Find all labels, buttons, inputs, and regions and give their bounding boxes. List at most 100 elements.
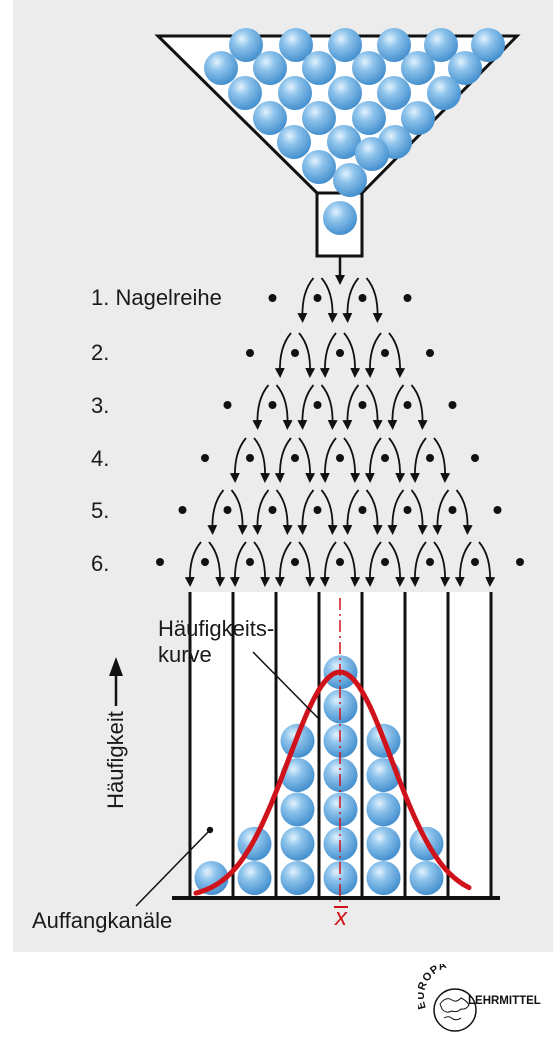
deflection-arrow-right (275, 384, 293, 430)
collected-ball (323, 689, 358, 724)
nail (403, 401, 412, 409)
curve-label-line1: Häufigkeits- (158, 616, 275, 641)
hopper-ball (333, 163, 367, 197)
deflection-arrow-right (208, 541, 226, 587)
falling-ball (323, 201, 357, 235)
nail (426, 558, 434, 566)
hopper-ball (401, 51, 435, 85)
hopper-ball (302, 101, 336, 135)
deflection-arrow-right (298, 541, 316, 587)
curve-label-leader (252, 651, 319, 719)
hopper-ball (204, 51, 238, 85)
deflection-arrow-right (388, 437, 406, 483)
nail (313, 401, 322, 409)
nail-row-label-4: 4. (91, 446, 110, 471)
deflection-arrow-right (478, 541, 496, 587)
hopper-ball (448, 51, 482, 85)
deflection-arrow-right (365, 277, 383, 323)
deflection-arrow-left (342, 489, 360, 535)
deflection-arrow-left (274, 437, 292, 483)
hopper-ball (352, 51, 386, 85)
collected-ball (194, 861, 229, 895)
deflection-arrow-right (388, 332, 406, 378)
channels-label-leader (135, 829, 211, 907)
curve-label-line2: kurve (158, 642, 212, 667)
hopper-balls (204, 28, 505, 197)
nail (426, 454, 434, 462)
hopper-ball (377, 28, 411, 62)
collected-ball (280, 861, 315, 895)
hopper-ball (302, 150, 336, 184)
deflection-arrow-right (320, 277, 338, 323)
deflection-arrow-right (365, 489, 383, 535)
nail-row-label-3: 3. (91, 393, 110, 418)
channels-label-dot (206, 826, 214, 834)
deflection-arrow-left (297, 384, 315, 430)
deflection-arrow-left (252, 489, 270, 535)
nail (178, 506, 187, 514)
deflection-arrow-left (319, 437, 337, 483)
collected-ball (366, 792, 401, 827)
hopper-ball (424, 28, 458, 62)
deflection-arrow-left (387, 384, 405, 430)
nail (336, 349, 344, 357)
nail (426, 349, 434, 357)
hopper-ball (401, 101, 435, 135)
nail (291, 349, 299, 357)
nail (493, 506, 502, 514)
deflection-arrow-right (343, 332, 361, 378)
nail (201, 454, 209, 462)
nail (516, 558, 524, 566)
deflection-arrow-right (343, 541, 361, 587)
nail (448, 506, 457, 514)
deflection-arrow-left (319, 332, 337, 378)
nail (358, 401, 367, 409)
logo-text-bottom: LEHRMITTEL (468, 995, 541, 1007)
deflection-arrow-right (230, 489, 248, 535)
deflection-arrow-left (297, 277, 315, 323)
nail-row-label-1: 1. Nagelreihe (91, 285, 222, 310)
deflection-arrow-right (298, 332, 316, 378)
hopper-ball (277, 125, 311, 159)
deflection-arrow-left (229, 437, 247, 483)
deflection-arrow-right (455, 489, 473, 535)
hopper-ball (228, 76, 262, 110)
nail (313, 294, 322, 302)
nail (223, 401, 232, 409)
deflection-arrow-right (320, 489, 338, 535)
nail (381, 454, 389, 462)
deflection-arrow-right (410, 489, 428, 535)
nail (381, 558, 389, 566)
nail-row-label-2: 2. (91, 340, 110, 365)
deflection-arrow-left (297, 489, 315, 535)
deflection-arrow-left (387, 489, 405, 535)
collected-ball (366, 826, 401, 861)
nail (291, 454, 299, 462)
nail (223, 506, 232, 514)
collected-ball (280, 826, 315, 861)
deflection-arrows (184, 277, 496, 587)
hopper-ball (279, 28, 313, 62)
hopper-ball (471, 28, 505, 62)
hopper-ball (327, 125, 361, 159)
nail (313, 506, 322, 514)
deflection-arrow-right (410, 384, 428, 430)
europa-lehrmittel-logo: EUROPA LEHRMITTEL (418, 964, 541, 1032)
nail (268, 294, 277, 302)
deflection-arrow-left (409, 437, 427, 483)
nail (291, 558, 299, 566)
frequency-axis-arrow (109, 657, 123, 706)
nail (201, 558, 209, 566)
deflection-arrow-right (388, 541, 406, 587)
deflection-arrow-left (229, 541, 247, 587)
nail-row-label-6: 6. (91, 551, 110, 576)
nail (246, 349, 254, 357)
nail (268, 506, 277, 514)
collected-ball (280, 758, 315, 793)
deflection-arrow-left (319, 541, 337, 587)
nail (358, 294, 367, 302)
deflection-arrow-left (274, 541, 292, 587)
nail-row-label-5: 5. (91, 498, 110, 523)
deflection-arrow-right (253, 437, 271, 483)
